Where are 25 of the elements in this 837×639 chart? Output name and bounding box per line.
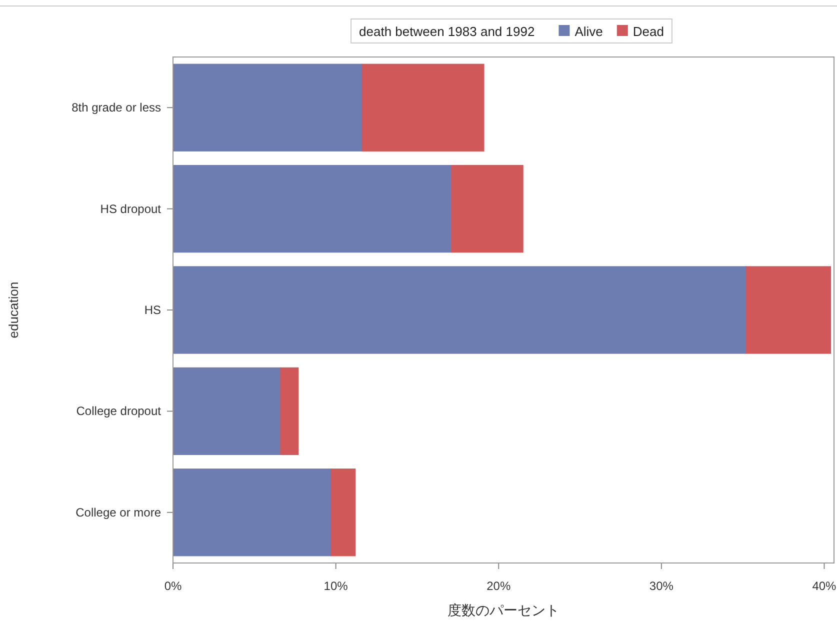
bar (172, 164, 452, 253)
y-axis-title: education (6, 282, 21, 338)
legend-title: death between 1983 and 1992 (359, 24, 535, 39)
bar (451, 164, 524, 253)
bar (280, 367, 299, 456)
x-tick-label: 0% (164, 579, 182, 593)
bar (746, 266, 832, 354)
bar (172, 64, 362, 152)
bar (172, 468, 332, 556)
y-tick-label: College dropout (76, 404, 162, 418)
x-tick-label: 40% (812, 579, 837, 593)
x-tick-label: 10% (324, 579, 348, 593)
y-tick-label: HS (144, 303, 161, 317)
x-tick-label: 20% (486, 579, 511, 593)
y-tick-label: HS dropout (100, 202, 162, 216)
y-tick-label: 8th grade or less (72, 100, 161, 115)
x-tick-label: 30% (649, 579, 674, 593)
bar (362, 64, 484, 152)
y-tick-label: College or more (76, 505, 162, 520)
legend-label: Alive (574, 24, 603, 39)
bar (172, 367, 281, 456)
bar (172, 266, 746, 354)
legend-label: Dead (632, 24, 664, 39)
bar (330, 468, 356, 556)
x-axis-title: 度数のパーセント (448, 602, 560, 618)
